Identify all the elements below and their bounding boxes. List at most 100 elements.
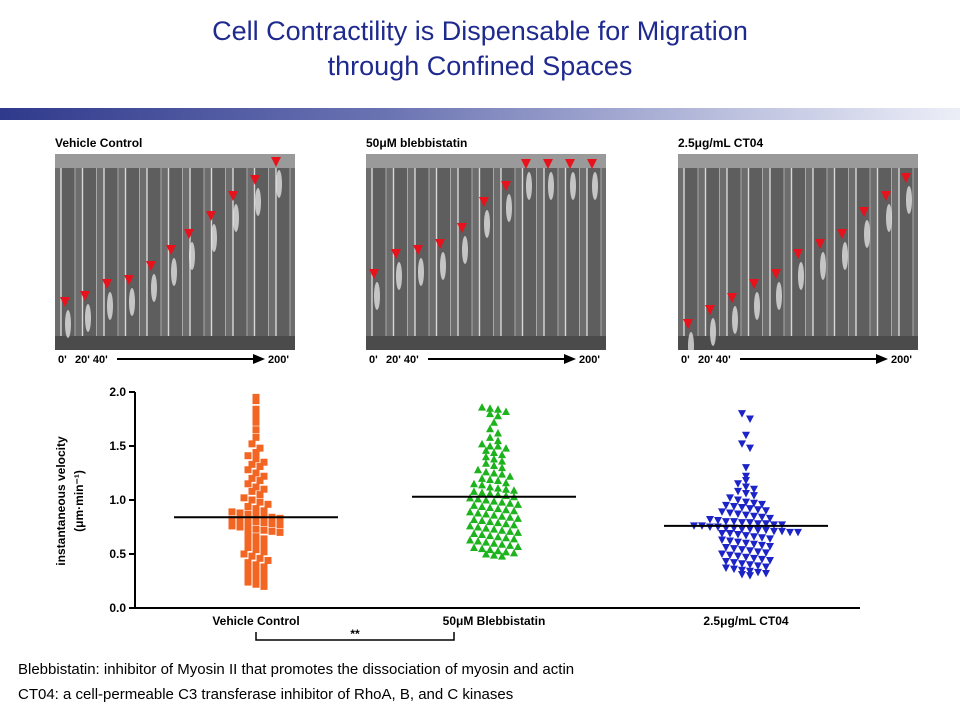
data-point [470,487,478,495]
data-point [742,539,750,548]
data-point [474,465,482,474]
y-axis-label-line2: (μm·min⁻¹) [72,470,86,532]
data-point [494,546,502,555]
data-point [734,510,742,519]
data-point [470,529,478,537]
data-point [742,498,750,507]
micro-channels [60,168,291,336]
data-point [260,576,268,584]
data-point [490,461,498,469]
panel-vehicle-control: Vehicle Control 0' 20' 40' 200' [55,136,295,372]
data-point [714,523,722,531]
data-point [758,500,766,509]
data-point [742,477,750,485]
data-point [494,442,502,450]
arrowhead-marker [815,239,825,249]
data-point [260,535,268,543]
data-point [260,507,268,515]
arrowhead-marker [228,191,238,201]
data-point [706,515,714,524]
data-point [260,582,268,590]
migration-arrowheads [60,157,281,307]
data-point [490,525,498,533]
data-point [252,533,260,541]
data-point [502,478,510,487]
data-point [734,531,742,539]
data-point [722,518,730,526]
data-point [738,571,746,579]
time-end-label: 200' [268,354,289,366]
data-point [754,526,762,535]
velocity-scatter-chart: instantaneous velocity (μm·min⁻¹) 0.0 0.5… [54,385,860,641]
data-point [762,507,770,515]
data-point [746,567,754,576]
data-point [252,539,260,547]
data-point [506,527,514,535]
data-point [482,550,490,558]
timeline-arrow: 0' 20' 40' 200' [58,354,289,366]
data-point [726,551,734,560]
data-point [494,504,502,513]
time-start-label: 0' [58,354,67,366]
data-point [248,460,256,468]
data-points [228,393,802,590]
data-point [770,527,778,536]
data-point [252,405,260,413]
data-point [706,523,714,531]
data-point [478,403,486,411]
data-point [502,444,510,452]
arrowhead-marker [369,269,379,279]
y-tick-label: 2.0 [109,385,126,399]
data-point [252,448,260,456]
data-point [502,519,510,528]
data-point [502,485,510,493]
y-axis-label-line1: instantaneous velocity [54,436,68,566]
data-point [746,561,754,569]
data-point [754,548,762,556]
data-point [498,498,506,506]
time-mid-label: 20' 40' [386,354,419,366]
data-point [758,534,766,542]
data-point [486,404,494,412]
data-point [746,415,754,423]
data-point [510,506,518,515]
data-point [478,516,486,525]
data-point [252,505,260,513]
migration-arrowheads [369,159,597,279]
data-point [490,454,498,463]
data-point [482,496,490,504]
data-point [494,405,502,413]
data-point [490,497,498,505]
y-tick-label: 0.0 [109,601,126,615]
panel-label: 2.5μg/mL CT04 [678,136,764,150]
data-point [478,488,486,496]
arrowhead-marker [705,305,715,315]
data-point [502,547,510,556]
data-point [228,508,236,516]
data-point [256,554,264,562]
data-point [256,477,264,485]
data-point [490,511,498,519]
data-point [486,531,494,540]
arrowhead-marker [391,249,401,259]
arrowhead-marker [727,293,737,303]
migration-arrowheads [683,173,911,329]
arrowhead-marker [60,297,70,307]
data-point [478,530,486,539]
data-point [228,515,236,523]
data-point [794,528,802,537]
data-point [244,537,252,545]
data-point [734,480,742,488]
data-point [252,574,260,582]
data-point [248,487,256,495]
data-point [244,466,252,474]
data-point [478,474,486,482]
data-point [240,550,248,558]
arrowhead-marker [80,291,90,301]
data-point [498,540,506,548]
data-point [256,498,264,506]
time-mid-label: 20' 40' [75,354,108,366]
data-point [762,520,770,528]
arrowhead-marker [166,245,176,255]
data-point [742,483,750,492]
